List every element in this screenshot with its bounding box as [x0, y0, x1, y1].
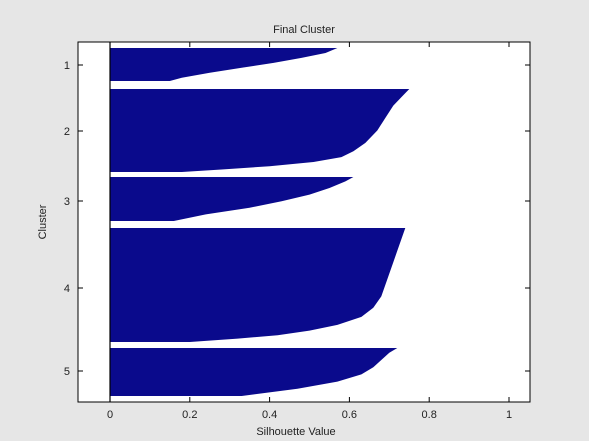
x-tick-label: 0	[107, 409, 113, 421]
y-tick-label: 3	[64, 196, 70, 208]
chart-title: Final Cluster	[273, 24, 335, 36]
bars-layer	[110, 48, 410, 396]
x-tick-label: 1	[506, 409, 512, 421]
y-tick-label: 5	[64, 366, 70, 378]
y-tick-label: 1	[64, 60, 70, 72]
y-axis-label: Cluster	[37, 204, 49, 239]
cluster-1-silhouette-bar	[110, 48, 338, 81]
cluster-5-silhouette-bar	[110, 348, 398, 396]
y-axis-ticks: 1 2 3 4 5	[64, 60, 530, 378]
y-tick-label: 2	[64, 126, 70, 138]
x-tick-label: 0.2	[182, 409, 197, 421]
cluster-4-silhouette-bar	[110, 228, 406, 342]
x-tick-label: 0.6	[342, 409, 357, 421]
x-axis-label: Silhouette Value	[256, 426, 335, 438]
x-tick-label: 0.4	[262, 409, 277, 421]
plot-frame	[77, 41, 531, 403]
y-tick-label: 4	[64, 283, 70, 295]
cluster-2-silhouette-bar	[110, 89, 410, 172]
cluster-3-silhouette-bar	[110, 177, 354, 221]
x-axis-ticks: 0 0.2 0.4 0.6 0.8 1	[107, 42, 512, 421]
x-tick-label: 0.8	[422, 409, 437, 421]
